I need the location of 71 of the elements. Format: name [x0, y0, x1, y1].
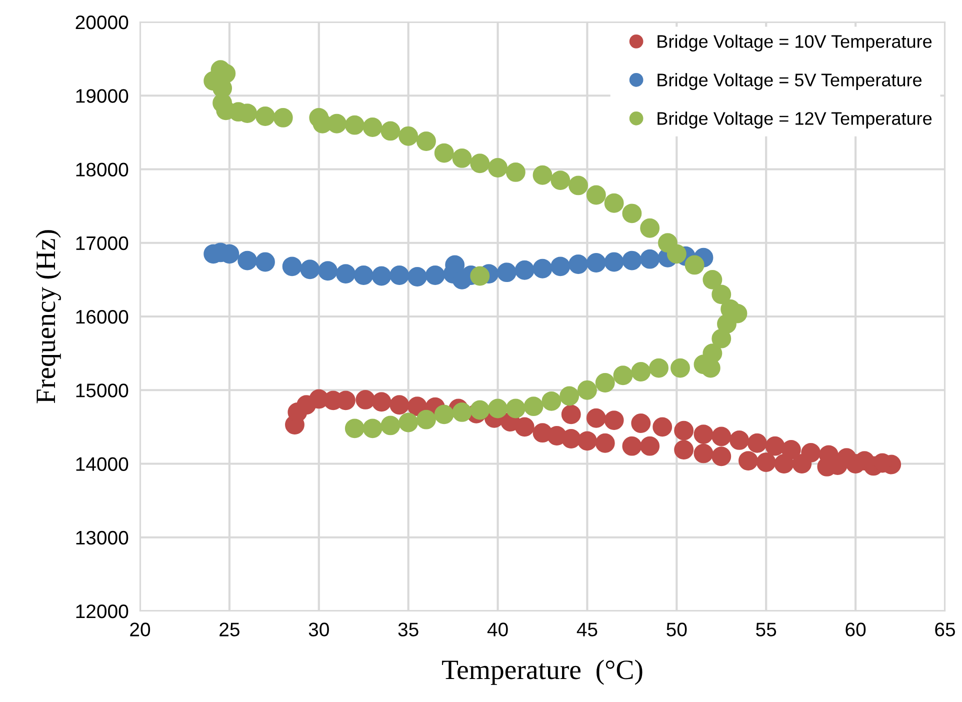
- point: [514, 260, 534, 280]
- point: [712, 446, 732, 466]
- point: [712, 426, 732, 446]
- x-tick-label: 65: [935, 622, 955, 636]
- point: [561, 404, 581, 424]
- point: [586, 253, 606, 272]
- point: [604, 410, 624, 430]
- y-tick-label: 15000: [76, 384, 128, 398]
- point: [561, 428, 581, 448]
- x-tick-label: 55: [756, 622, 776, 636]
- point: [756, 452, 776, 472]
- point: [781, 440, 801, 460]
- point: [514, 417, 534, 437]
- y-tick-label: 17000: [76, 236, 128, 250]
- point: [532, 258, 552, 278]
- point: [652, 417, 672, 437]
- x-tick-label: 60: [846, 622, 866, 636]
- point: [300, 260, 320, 280]
- point: [747, 433, 767, 453]
- point: [390, 395, 410, 415]
- point: [694, 444, 714, 464]
- y-tick-label: 12000: [76, 604, 128, 618]
- point: [408, 267, 427, 286]
- legend-label: Bridge Voltage = 5V Temperature: [658, 73, 922, 90]
- point: [674, 420, 694, 440]
- point: [354, 266, 374, 285]
- point: [586, 408, 606, 428]
- point: [372, 266, 392, 286]
- x-tick-label: 45: [576, 622, 598, 636]
- legend-label: Bridge Voltage = 10V Temperature: [658, 34, 932, 52]
- y-tick-label: 14000: [76, 457, 128, 471]
- point: [282, 256, 302, 276]
- point: [631, 414, 651, 433]
- x-tick-label: 40: [487, 622, 508, 636]
- x-tick-label: 20: [130, 622, 150, 636]
- point: [801, 442, 821, 462]
- point: [318, 261, 338, 281]
- point: [674, 440, 694, 460]
- point: [390, 266, 410, 285]
- y-tick-label: 16000: [76, 310, 128, 324]
- y-tick-label: 13000: [76, 530, 128, 545]
- point: [730, 430, 749, 450]
- point: [595, 433, 615, 453]
- point: [256, 252, 275, 272]
- point: [640, 436, 660, 456]
- y-tick-label: 18000: [76, 162, 128, 176]
- point: [568, 254, 588, 274]
- point: [640, 249, 660, 269]
- point: [694, 424, 714, 444]
- point: [622, 436, 642, 456]
- y-axis-title: Frequency (Hz): [36, 230, 61, 404]
- x-axis-title: Temperature (°C): [442, 660, 642, 685]
- y-tick-label: 20000: [76, 15, 128, 30]
- point: [765, 436, 785, 456]
- point: [550, 256, 570, 276]
- x-tick-label: 30: [308, 622, 329, 636]
- point: [578, 431, 597, 451]
- x-tick-label: 25: [220, 622, 240, 636]
- point: [372, 392, 392, 412]
- point: [238, 250, 258, 270]
- y-tick-label: 19000: [76, 89, 128, 103]
- point: [738, 451, 758, 471]
- point: [622, 250, 642, 270]
- legend-label: Bridge Voltage = 12V Temperature: [658, 112, 932, 128]
- point: [425, 266, 445, 285]
- x-tick-label: 35: [398, 622, 418, 636]
- x-tick-label: 50: [666, 622, 687, 636]
- point: [497, 262, 516, 282]
- point: [604, 252, 624, 272]
- point: [336, 264, 356, 284]
- point: [356, 390, 376, 410]
